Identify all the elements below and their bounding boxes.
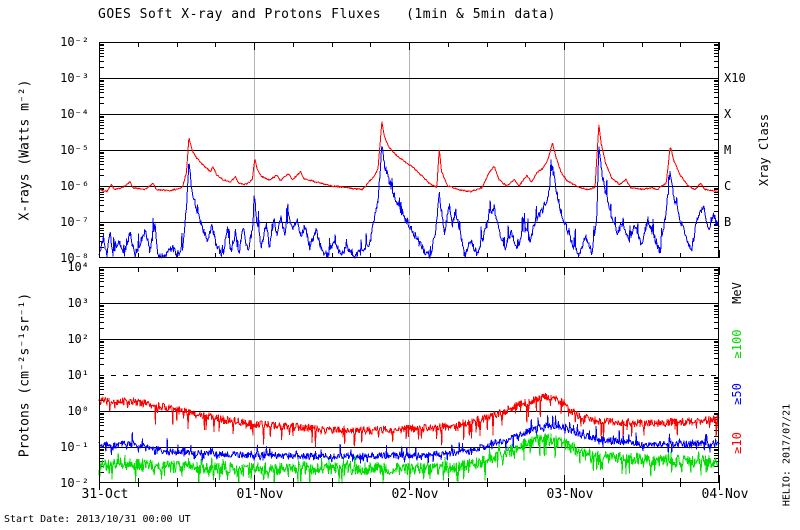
y-tick-label: 10⁻² bbox=[60, 35, 89, 49]
xray-class-label-M: M bbox=[724, 143, 732, 157]
series-protons-ge100MeV-line bbox=[98, 433, 720, 484]
xray-class-axis-title: Xray Class bbox=[757, 113, 771, 187]
panel-frame bbox=[99, 267, 719, 483]
y-tick-label: 10⁻⁸ bbox=[60, 251, 89, 265]
chart-title: GOES Soft X-ray and Protons Fluxes (1min… bbox=[98, 7, 556, 22]
mev-axis-title: MeV bbox=[730, 282, 744, 304]
xray-class-label-X: X bbox=[724, 107, 732, 121]
y-tick-label: 10⁰ bbox=[67, 404, 89, 418]
series-protons-ge50MeV-line bbox=[98, 415, 720, 465]
start-date-label: Start Date: 2013/10/31 00:00 UT bbox=[4, 514, 191, 525]
y-tick-label: 10⁴ bbox=[67, 260, 89, 274]
y-tick-label: 10⁻⁶ bbox=[60, 179, 89, 193]
y-tick-label: 10⁻⁴ bbox=[60, 107, 89, 121]
y-tick-label: 10² bbox=[67, 332, 89, 346]
xray-class-label-X10: X10 bbox=[724, 71, 746, 85]
x-date-label-04-Nov: 04-Nov bbox=[701, 487, 749, 502]
helio-version-label: HELIO: 2017/07/21 bbox=[781, 403, 793, 507]
proton-threshold-label-2: ≥10 bbox=[730, 432, 744, 454]
y-tick-label: 10⁻² bbox=[60, 476, 89, 490]
series-xray-long-red-line bbox=[98, 121, 720, 193]
x-date-label-02-Nov: 02-Nov bbox=[391, 487, 439, 502]
y-tick-label: 10⁻³ bbox=[60, 71, 89, 85]
x-date-label-03-Nov: 03-Nov bbox=[546, 487, 594, 502]
y-tick-label: 10⁻¹ bbox=[60, 440, 89, 454]
y-tick-label: 10⁻⁷ bbox=[60, 215, 89, 229]
xray-class-label-C: C bbox=[724, 179, 732, 193]
x-date-label-01-Nov: 01-Nov bbox=[236, 487, 284, 502]
panel-frame bbox=[99, 42, 719, 258]
y-tick-label: 10⁻⁵ bbox=[60, 143, 89, 157]
series-protons-ge10MeV-line bbox=[98, 392, 720, 448]
proton-threshold-label-0: ≥100 bbox=[730, 329, 744, 359]
y-tick-label: 10³ bbox=[67, 296, 89, 310]
series-xray-short-blue-line bbox=[98, 146, 720, 259]
x-date-label-31-Oct: 31-Oct bbox=[81, 487, 129, 502]
proton-threshold-label-1: ≥50 bbox=[730, 383, 744, 405]
xray-class-label-B: B bbox=[724, 215, 732, 229]
y-tick-label: 10¹ bbox=[67, 368, 89, 382]
